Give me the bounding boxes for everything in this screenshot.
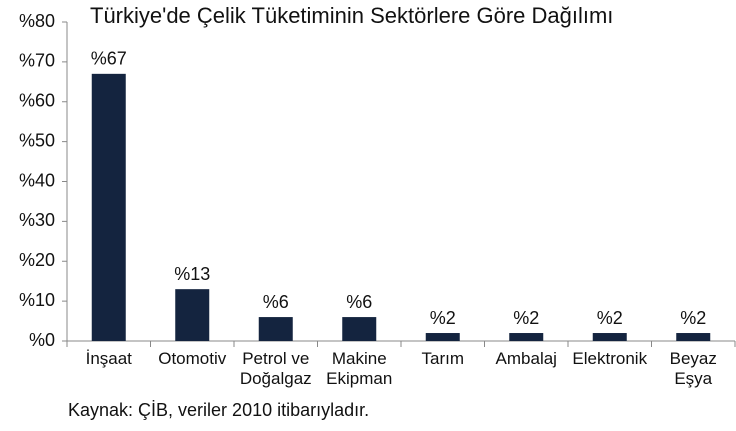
x-tick-label: Otomotiv — [158, 349, 227, 368]
bar — [592, 333, 627, 341]
y-tick-label: %0 — [29, 330, 55, 350]
x-tick-label: Makine Ekipman — [326, 349, 393, 388]
bar — [258, 317, 293, 341]
value-label: %2 — [430, 308, 456, 328]
chart-title: Türkiye'de Çelik Tüketiminin Sektörlere … — [90, 3, 614, 28]
bar — [91, 73, 126, 342]
x-tick-label: İnşaat — [85, 349, 132, 368]
value-label: %6 — [346, 292, 372, 312]
y-tick-label: %80 — [19, 11, 55, 31]
y-tick-label: %60 — [19, 91, 55, 111]
y-tick-label: %50 — [19, 130, 55, 150]
y-tick-label: %10 — [19, 290, 55, 310]
value-label: %67 — [91, 49, 127, 69]
y-tick-label: %20 — [19, 250, 55, 270]
source-note: Kaynak: ÇİB, veriler 2010 itibarıyladır. — [68, 400, 370, 420]
y-tick-label: %40 — [19, 170, 55, 190]
value-label: %2 — [513, 308, 539, 328]
x-tick-label: Ambalaj — [495, 349, 557, 368]
value-label: %2 — [597, 308, 623, 328]
x-tick-label: Petrol ve Doğalgaz — [239, 349, 312, 388]
bar — [425, 333, 460, 341]
y-tick-label: %30 — [19, 210, 55, 230]
bar — [509, 333, 544, 341]
x-tick-label: Beyaz Eşya — [669, 349, 717, 388]
x-tick-label: Elektronik — [572, 349, 648, 368]
value-label: %13 — [174, 264, 210, 284]
value-label: %2 — [680, 308, 706, 328]
x-tick-label: Tarım — [421, 349, 465, 368]
bar — [342, 317, 377, 341]
value-label: %6 — [263, 292, 289, 312]
bar — [175, 289, 210, 341]
y-tick-label: %70 — [19, 51, 55, 71]
bar — [676, 333, 711, 341]
